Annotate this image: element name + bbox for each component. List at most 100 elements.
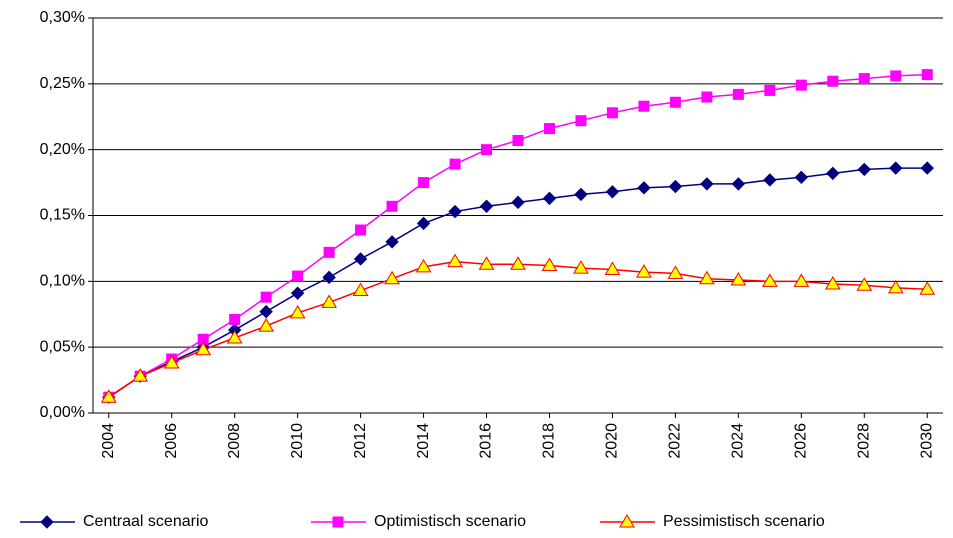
data-point: [384, 270, 400, 285]
data-point: [826, 166, 840, 181]
data-point: [920, 161, 934, 175]
data-point: [543, 123, 555, 135]
x-tick-label: 2018: [541, 423, 558, 459]
legend-marker: [619, 514, 635, 528]
y-tick-label: 0,15%: [40, 207, 85, 224]
data-point: [699, 270, 715, 285]
data-point: [573, 260, 589, 274]
x-tick-label: 2028: [856, 423, 873, 459]
data-point: [605, 185, 620, 199]
data-point: [575, 115, 587, 127]
data-point: [761, 273, 778, 287]
data-point: [447, 253, 463, 268]
data-point: [322, 270, 336, 285]
data-point: [229, 314, 241, 326]
data-point: [919, 281, 936, 295]
x-tick-label: 2006: [163, 423, 180, 459]
data-point: [732, 88, 744, 100]
data-point: [636, 264, 652, 278]
y-tick-label: 0,05%: [40, 338, 85, 355]
data-point: [386, 200, 398, 212]
data-point: [763, 173, 777, 187]
data-point: [730, 272, 747, 286]
data-point: [100, 389, 117, 403]
data-point: [415, 258, 432, 273]
data-point: [511, 195, 525, 210]
data-point: [574, 187, 588, 202]
legend-marker: [332, 516, 344, 528]
data-point: [355, 224, 367, 236]
data-point: [385, 235, 399, 249]
x-tick-label: 2008: [226, 423, 243, 459]
data-point: [638, 100, 650, 112]
data-point: [542, 191, 557, 206]
data-point: [321, 294, 337, 308]
data-point: [827, 75, 839, 87]
data-point: [195, 341, 212, 356]
x-tick-label: 2030: [918, 423, 935, 459]
data-point: [890, 70, 902, 82]
data-point: [416, 216, 431, 231]
data-point: [479, 199, 494, 213]
y-tick-label: 0,20%: [40, 141, 85, 158]
data-point: [606, 107, 618, 119]
x-tick-label: 2004: [100, 423, 117, 459]
data-point: [289, 304, 306, 319]
data-point: [512, 134, 524, 146]
data-point: [292, 270, 304, 282]
y-tick-label: 0,00%: [40, 404, 85, 421]
data-point: [731, 177, 746, 191]
data-point: [794, 170, 809, 185]
data-point: [889, 161, 903, 175]
data-point: [478, 256, 495, 270]
x-tick-label: 2022: [667, 423, 684, 459]
data-point: [764, 84, 776, 96]
legend-label: Pessimistisch scenario: [663, 513, 825, 530]
data-point: [824, 275, 841, 290]
data-point: [541, 257, 558, 272]
data-point: [701, 91, 713, 103]
x-tick-label: 2016: [478, 423, 495, 459]
data-point: [604, 261, 621, 275]
x-tick-label: 2020: [604, 423, 621, 459]
data-point: [510, 256, 526, 270]
data-point: [260, 291, 272, 303]
x-tick-label: 2014: [415, 423, 432, 459]
y-tick-label: 0,25%: [40, 75, 85, 92]
data-point: [887, 279, 904, 294]
data-point: [700, 177, 714, 191]
legend-label: Centraal scenario: [83, 513, 209, 530]
data-point: [858, 73, 870, 85]
data-point: [481, 144, 493, 156]
data-point: [856, 277, 873, 291]
legend-label: Optimistisch scenario: [374, 513, 526, 530]
data-point: [352, 282, 369, 297]
x-tick-label: 2024: [730, 423, 747, 459]
series-line: [108, 73, 928, 398]
data-point: [163, 354, 180, 369]
data-point: [449, 158, 461, 170]
data-point: [353, 252, 368, 266]
data-point: [132, 368, 149, 382]
data-point: [669, 96, 681, 108]
data-point: [323, 246, 335, 258]
x-tick-label: 2010: [289, 423, 306, 459]
x-tick-label: 2026: [793, 423, 810, 459]
x-tick-label: 2012: [352, 423, 369, 459]
data-point: [418, 177, 430, 189]
data-point: [667, 265, 684, 279]
data-point: [226, 329, 243, 344]
data-point: [668, 179, 683, 194]
data-point: [795, 79, 807, 91]
data-point: [448, 204, 462, 219]
data-point: [259, 304, 273, 319]
data-point: [921, 69, 933, 81]
y-tick-label: 0,30%: [40, 9, 85, 26]
y-tick-label: 0,10%: [40, 273, 85, 290]
data-point: [857, 162, 872, 177]
data-point: [290, 286, 305, 300]
data-point: [793, 273, 810, 287]
legend-marker: [40, 515, 54, 529]
